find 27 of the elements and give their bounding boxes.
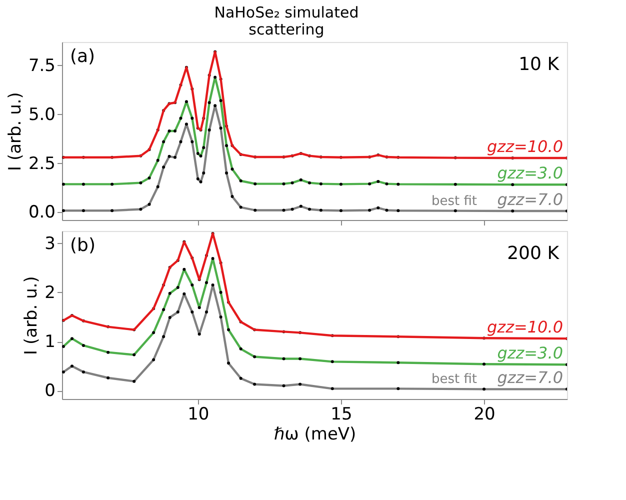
series-label: gzz=7.0 xyxy=(497,190,563,209)
series-label: gzz=3.0 xyxy=(497,164,563,183)
x-tick-label: 15 xyxy=(330,404,352,424)
y-tick-label: 0 xyxy=(44,381,56,402)
series-label: gzz=10.0 xyxy=(487,136,563,156)
y-tick-label: 2 xyxy=(44,282,56,303)
chart-title: NaHoSe₂ simulated scattering xyxy=(214,4,359,38)
series-label: gzz=7.0 xyxy=(497,368,563,388)
y-tick-label: 0.0 xyxy=(28,202,56,223)
annotation: best fit xyxy=(431,194,477,209)
y-axis-title: I (arb. u.) xyxy=(22,276,42,355)
series-label: gzz=3.0 xyxy=(497,344,563,363)
y-tick-label: 1 xyxy=(44,332,56,352)
x-axis-title: ℏω (meV) xyxy=(274,424,356,444)
annotation: (a) xyxy=(70,46,96,67)
annotation: 200 K xyxy=(507,243,560,264)
y-tick-label: 7.5 xyxy=(28,56,56,76)
x-tick-label: 20 xyxy=(474,404,496,424)
series-label: gzz=10.0 xyxy=(487,318,563,337)
y-tick-label: 5.0 xyxy=(28,104,56,125)
annotation: (b) xyxy=(70,235,96,256)
x-tick-label: 10 xyxy=(188,404,210,424)
y-axis-title: I (arb. u.) xyxy=(5,92,26,171)
annotation: 10 K xyxy=(518,54,560,75)
y-tick-label: 3 xyxy=(44,234,56,254)
annotation: best fit xyxy=(431,372,477,388)
y-tick-label: 2.5 xyxy=(28,154,56,174)
